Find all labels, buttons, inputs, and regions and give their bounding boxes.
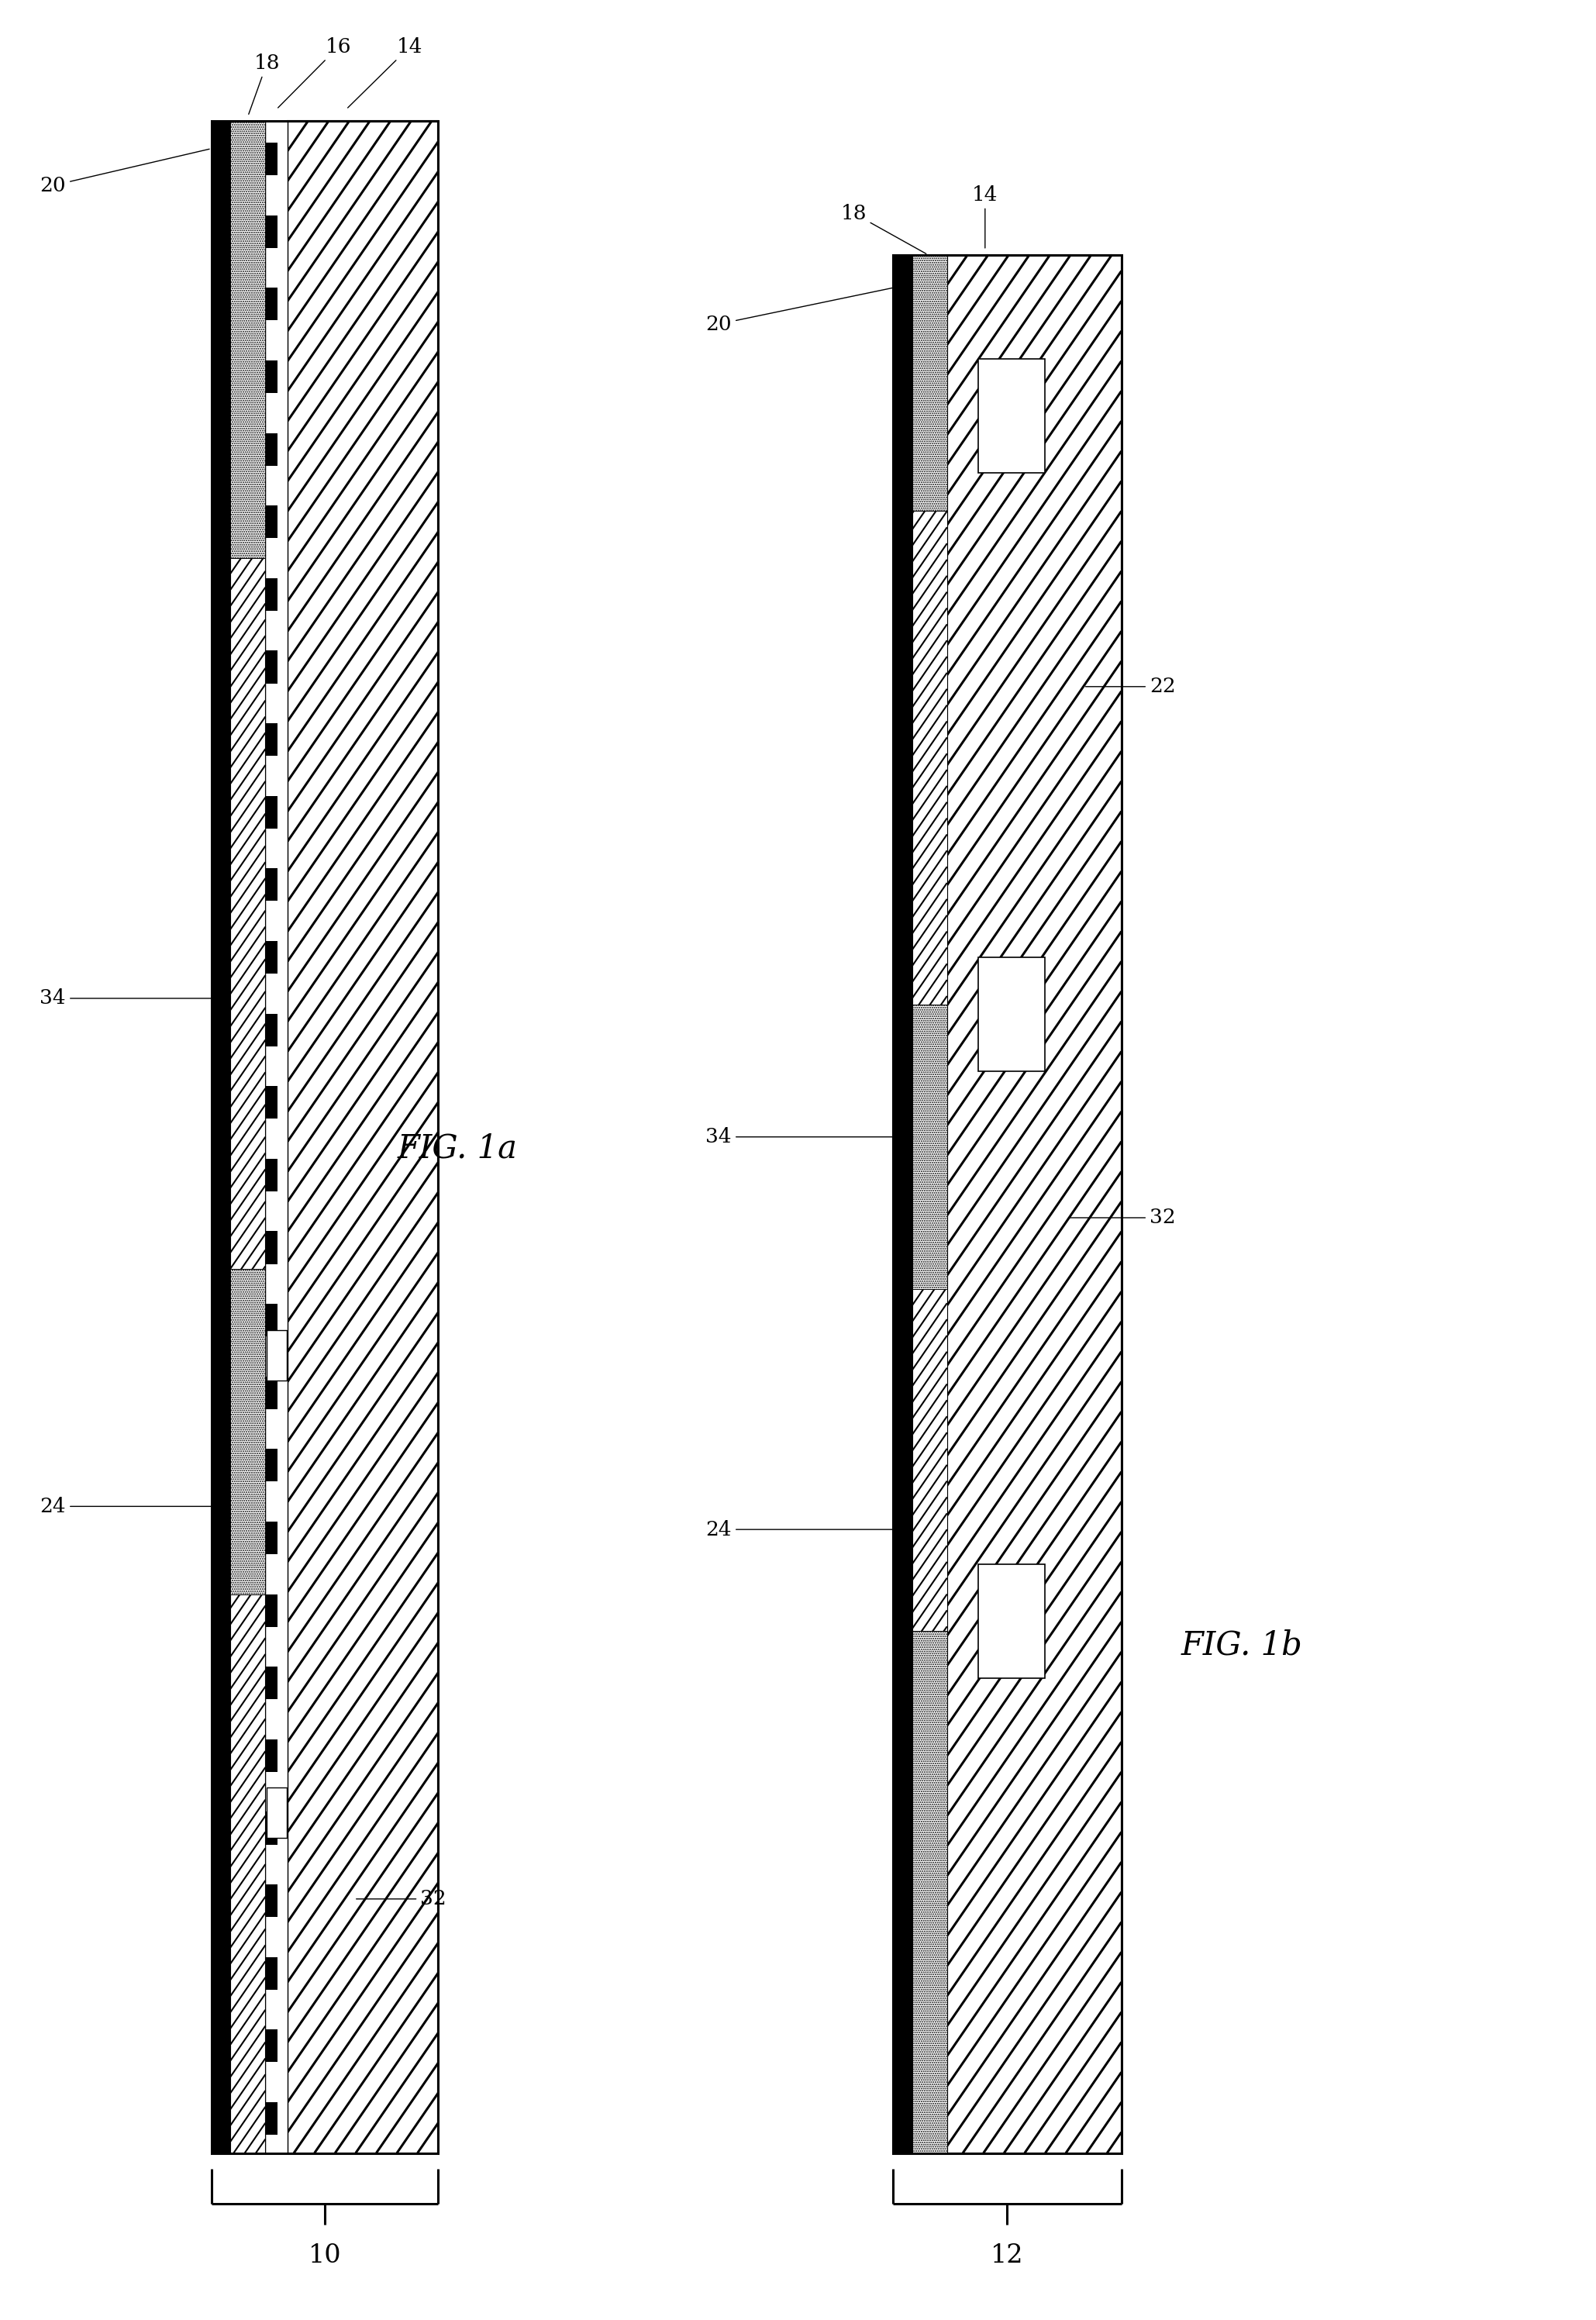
Bar bbox=[265, 1014, 278, 1046]
Text: 18: 18 bbox=[249, 53, 279, 114]
Bar bbox=[894, 255, 1122, 2153]
Bar bbox=[265, 1666, 278, 1698]
Text: 32: 32 bbox=[356, 1888, 447, 1909]
Bar bbox=[265, 142, 278, 176]
Bar bbox=[267, 1786, 286, 1837]
Bar bbox=[894, 255, 913, 2153]
Bar bbox=[265, 506, 278, 538]
Bar bbox=[265, 1158, 278, 1192]
Bar bbox=[265, 1376, 278, 1408]
Bar bbox=[265, 2030, 278, 2062]
Bar bbox=[265, 1450, 278, 1482]
Bar bbox=[978, 1564, 1045, 1677]
Bar bbox=[913, 1631, 946, 2153]
Bar bbox=[265, 434, 278, 466]
Bar bbox=[265, 1740, 278, 1772]
Text: 34: 34 bbox=[40, 988, 228, 1009]
Bar bbox=[265, 1522, 278, 1554]
Bar bbox=[265, 360, 278, 392]
Text: 22: 22 bbox=[1085, 677, 1176, 696]
Text: 18: 18 bbox=[841, 204, 926, 253]
Bar bbox=[230, 121, 265, 2153]
Bar bbox=[265, 288, 278, 320]
Text: 14: 14 bbox=[348, 37, 423, 107]
Bar bbox=[978, 360, 1045, 473]
Text: FIG. 1b: FIG. 1b bbox=[1181, 1629, 1302, 1661]
Text: 16: 16 bbox=[278, 37, 351, 107]
Bar bbox=[211, 121, 230, 2153]
Bar bbox=[265, 121, 287, 2153]
Bar bbox=[267, 1329, 286, 1380]
Bar bbox=[230, 1269, 265, 1594]
Text: 32: 32 bbox=[1069, 1209, 1176, 1227]
Bar bbox=[265, 1086, 278, 1118]
Bar bbox=[265, 578, 278, 610]
Bar bbox=[265, 1304, 278, 1336]
Bar bbox=[946, 255, 1122, 2153]
Text: 14: 14 bbox=[972, 186, 998, 248]
Bar bbox=[265, 1958, 278, 1991]
Bar bbox=[265, 724, 278, 756]
Bar bbox=[265, 868, 278, 900]
Bar bbox=[265, 796, 278, 828]
Bar bbox=[265, 942, 278, 974]
Text: FIG. 1a: FIG. 1a bbox=[397, 1132, 517, 1165]
Text: 24: 24 bbox=[40, 1496, 228, 1515]
Bar bbox=[978, 958, 1045, 1072]
Bar bbox=[265, 1884, 278, 1916]
Text: 12: 12 bbox=[991, 2243, 1023, 2269]
Bar bbox=[211, 121, 439, 2153]
Bar bbox=[265, 1812, 278, 1844]
Bar bbox=[230, 121, 265, 557]
Bar bbox=[913, 1005, 946, 1290]
Text: 34: 34 bbox=[705, 1128, 913, 1146]
Text: 20: 20 bbox=[40, 148, 209, 195]
Text: 20: 20 bbox=[705, 288, 894, 334]
Bar bbox=[265, 650, 278, 684]
Bar bbox=[913, 255, 946, 2153]
Bar bbox=[265, 1232, 278, 1264]
Bar bbox=[265, 216, 278, 248]
Text: 10: 10 bbox=[308, 2243, 342, 2269]
Bar bbox=[287, 121, 439, 2153]
Bar bbox=[265, 1594, 278, 1626]
Text: 24: 24 bbox=[705, 1520, 913, 1538]
Bar bbox=[265, 2102, 278, 2134]
Bar bbox=[913, 255, 946, 510]
